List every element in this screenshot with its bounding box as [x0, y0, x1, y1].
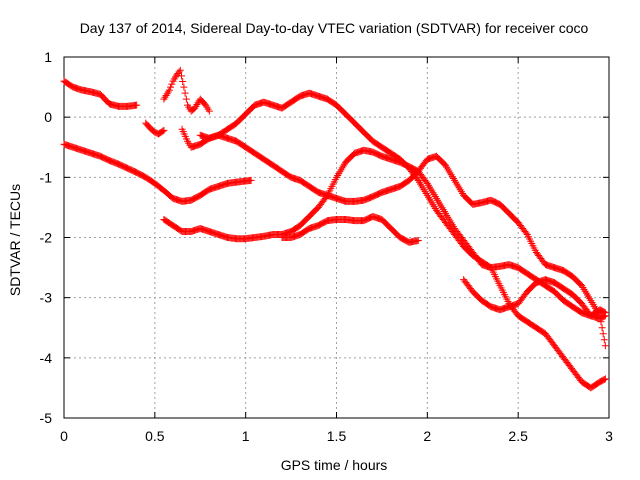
- data-point: [175, 68, 183, 76]
- data-point: [163, 90, 171, 98]
- data-point: [601, 342, 609, 350]
- data-point: [600, 375, 608, 383]
- series-track-h: [278, 212, 422, 246]
- data-point: [161, 93, 169, 101]
- series-track-f: [196, 131, 609, 350]
- x-tick-label: 2.5: [508, 428, 528, 444]
- series-track-b: [60, 140, 255, 205]
- x-axis-ticks: 0 0.5 1 1.5 2 2.5 3: [60, 57, 613, 444]
- data-point: [160, 95, 168, 103]
- x-axis-label: GPS time / hours: [281, 457, 388, 473]
- data-point: [193, 101, 201, 109]
- data-point: [164, 88, 172, 96]
- y-tick-label: -4: [40, 350, 53, 366]
- x-tick-label: 0.5: [145, 428, 165, 444]
- data-point: [599, 330, 607, 338]
- data-point: [160, 126, 168, 134]
- data-point: [162, 92, 170, 100]
- y-tick-label: -3: [40, 290, 53, 306]
- data-points: [60, 66, 609, 392]
- y-tick-label: -5: [40, 410, 53, 426]
- data-point: [522, 229, 530, 237]
- data-point: [168, 80, 176, 88]
- data-point: [177, 72, 185, 80]
- y-tick-label: 0: [44, 109, 52, 125]
- data-point: [167, 83, 175, 91]
- x-tick-label: 3: [605, 428, 613, 444]
- data-point: [322, 193, 330, 201]
- y-axis-label: SDTVAR / TECUs: [7, 184, 23, 296]
- x-tick-label: 1.5: [327, 428, 347, 444]
- data-point: [192, 102, 200, 110]
- data-point: [179, 77, 187, 85]
- data-point: [133, 101, 141, 109]
- data-point: [165, 86, 173, 94]
- y-axis-ticks: 1 0 -1 -2 -3 -4 -5: [40, 49, 609, 426]
- chart-title: Day 137 of 2014, Sidereal Day-to-day VTE…: [80, 20, 589, 36]
- data-point: [176, 66, 184, 74]
- x-tick-label: 1: [242, 428, 250, 444]
- data-point: [182, 95, 190, 103]
- series-track-i: [460, 276, 609, 323]
- data-point: [598, 324, 606, 332]
- data-point: [181, 89, 189, 97]
- data-point: [247, 176, 255, 184]
- y-tick-label: -1: [40, 169, 53, 185]
- data-point: [191, 104, 199, 112]
- data-point: [205, 107, 213, 115]
- data-point: [414, 237, 422, 245]
- data-point: [600, 312, 608, 320]
- data-point: [601, 375, 609, 383]
- series-track-d: [160, 66, 213, 115]
- data-point: [180, 83, 188, 91]
- series-track-c: [142, 119, 168, 138]
- data-point: [601, 312, 609, 320]
- series-track-a: [60, 77, 141, 110]
- data-point: [600, 336, 608, 344]
- series-track-g: [160, 146, 609, 320]
- x-tick-label: 2: [423, 428, 431, 444]
- x-tick-label: 0: [60, 428, 68, 444]
- y-tick-label: -2: [40, 230, 53, 246]
- y-tick-label: 1: [44, 49, 52, 65]
- data-point: [159, 127, 167, 135]
